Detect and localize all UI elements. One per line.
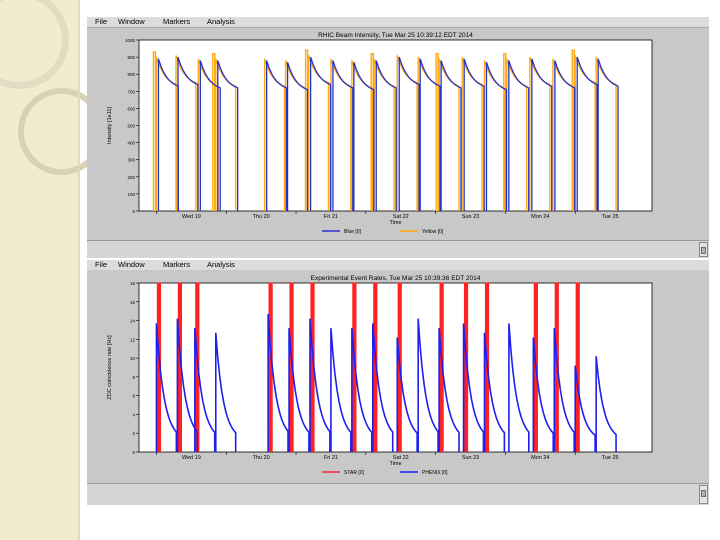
y-axis-label: Intensity [1e11] <box>107 107 113 144</box>
y-tick-label: 1000 <box>125 38 136 43</box>
menu-window[interactable]: Window <box>118 17 145 26</box>
y-tick-label: 700 <box>127 89 135 94</box>
scrollbar-thumb[interactable] <box>701 247 706 254</box>
x-tick-label: Thu 20 <box>253 214 270 220</box>
menu-markers[interactable]: Markers <box>163 17 191 26</box>
x-axis-label: Time <box>389 220 401 226</box>
event-rates-window: File Window Markers Analysis Experimenta… <box>87 260 709 505</box>
plot-frame: RHIC Beam Intensity, Tue Mar 25 10:39:12… <box>87 28 709 240</box>
y-tick-label: 14 <box>130 319 136 324</box>
x-tick-label: Mon 24 <box>531 455 549 461</box>
decorative-ring-large <box>0 0 69 89</box>
y-tick-label: 400 <box>127 141 135 146</box>
scrollbar-thumb[interactable] <box>701 490 706 497</box>
y-tick-label: 500 <box>127 124 135 129</box>
event-rates-chart: Experimental Event Rates, Tue Mar 25 10:… <box>107 275 653 476</box>
plot-area <box>138 282 653 453</box>
x-tick-label: Wed 19 <box>182 214 201 220</box>
y-tick-label: 0 <box>132 450 135 455</box>
legend-label: Yellow [0] <box>422 229 444 235</box>
y-tick-label: 2 <box>132 431 135 436</box>
x-tick-label: Sat 22 <box>393 214 409 220</box>
y-tick-label: 800 <box>127 72 135 77</box>
y-tick-label: 10 <box>130 356 136 361</box>
menu-bar: File Window Markers Analysis <box>87 17 709 28</box>
menu-analysis[interactable]: Analysis <box>207 260 235 269</box>
y-tick-label: 18 <box>130 281 136 286</box>
y-axis-label: ZDC coincidence rate [Hz] <box>107 335 113 400</box>
series-phenix-line <box>155 313 617 452</box>
y-tick-label: 100 <box>127 192 135 197</box>
scrollbar[interactable] <box>699 242 708 257</box>
y-tick-label: 12 <box>130 337 136 342</box>
legend-label: Blue [0] <box>344 229 362 235</box>
slide-sidebar <box>0 0 105 540</box>
x-tick-label: Mon 24 <box>531 214 549 220</box>
menu-analysis[interactable]: Analysis <box>207 17 235 26</box>
plot-frame: Experimental Event Rates, Tue Mar 25 10:… <box>87 270 709 483</box>
beam-intensity-window: File Window Markers Analysis RHIC Beam I… <box>87 17 709 258</box>
y-tick-label: 0 <box>132 209 135 214</box>
x-tick-label: Fri 21 <box>324 455 338 461</box>
status-bar <box>87 483 709 505</box>
legend-label: STAR [0] <box>344 470 365 476</box>
y-tick-label: 300 <box>127 158 135 163</box>
y-tick-label: 6 <box>132 394 135 399</box>
sidebar-divider <box>78 0 80 540</box>
x-tick-label: Tue 25 <box>602 455 619 461</box>
scrollbar[interactable] <box>699 485 708 504</box>
menu-file[interactable]: File <box>95 17 108 26</box>
y-tick-label: 4 <box>132 412 135 417</box>
x-tick-label: Sun 23 <box>462 455 479 461</box>
beam-intensity-chart: RHIC Beam Intensity, Tue Mar 25 10:39:12… <box>107 32 653 235</box>
y-tick-label: 900 <box>127 55 135 60</box>
menu-markers[interactable]: Markers <box>163 260 191 269</box>
series-blue-line <box>157 56 619 211</box>
x-tick-label: Sun 23 <box>462 214 479 220</box>
menu-file[interactable]: File <box>95 260 108 269</box>
x-tick-label: Sat 22 <box>393 455 409 461</box>
status-bar <box>87 240 709 258</box>
legend-label: PHENIX [0] <box>422 470 448 476</box>
y-tick-label: 200 <box>127 175 135 180</box>
y-tick-label: 8 <box>132 375 135 380</box>
y-tick-label: 600 <box>127 106 135 111</box>
series-star-line <box>156 282 580 452</box>
x-tick-label: Fri 21 <box>324 214 338 220</box>
menu-window[interactable]: Window <box>118 260 145 269</box>
chart-title: Experimental Event Rates, Tue Mar 25 10:… <box>311 275 481 282</box>
x-tick-label: Wed 19 <box>182 455 201 461</box>
x-axis-label: Time <box>389 461 401 467</box>
x-tick-label: Thu 20 <box>253 455 270 461</box>
x-tick-label: Tue 25 <box>602 214 619 220</box>
y-tick-label: 16 <box>130 300 136 305</box>
chart-title: RHIC Beam Intensity, Tue Mar 25 10:39:12… <box>318 32 473 39</box>
